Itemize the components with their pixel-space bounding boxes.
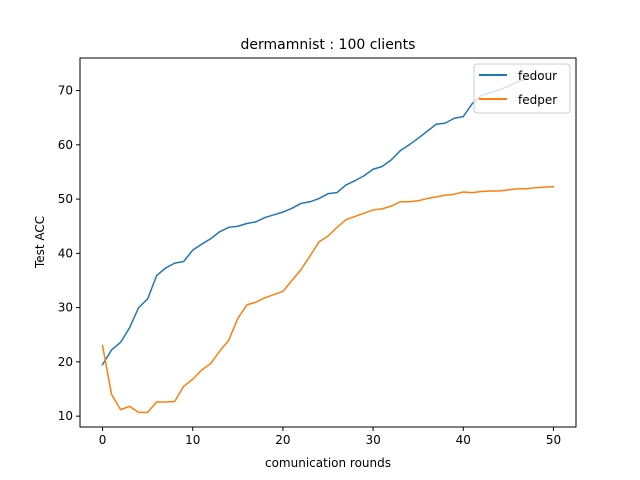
x-tick-label: 40 [456,433,471,447]
y-axis-label: Test ACC [33,216,47,269]
plot-frame [79,57,577,428]
y-tick-label: 40 [58,246,73,260]
legend-box [473,63,571,114]
y-tick-label: 20 [58,355,73,369]
x-tick-label: 0 [99,433,107,447]
legend: fedour fedper [473,63,571,114]
x-tick-label: 50 [546,433,561,447]
series-line-fedper [101,185,555,414]
legend-label-fedour: fedour [518,69,557,83]
y-tick-label: 50 [58,192,73,206]
x-tick-label: 10 [185,433,200,447]
y-tick-label: 10 [58,409,73,423]
y-axis-ticks: 10 20 30 40 50 60 70 [58,84,80,423]
y-tick-label: 30 [58,301,73,315]
y-tick-label: 70 [58,84,73,98]
legend-label-fedper: fedper [518,93,557,107]
x-tick-label: 30 [365,433,380,447]
x-axis-label: comunication rounds [265,456,391,470]
chart-title: dermamnist : 100 clients [241,37,416,53]
x-tick-label: 20 [275,433,290,447]
y-tick-label: 60 [58,138,73,152]
x-axis-ticks: 0 10 20 30 40 50 [99,427,561,447]
